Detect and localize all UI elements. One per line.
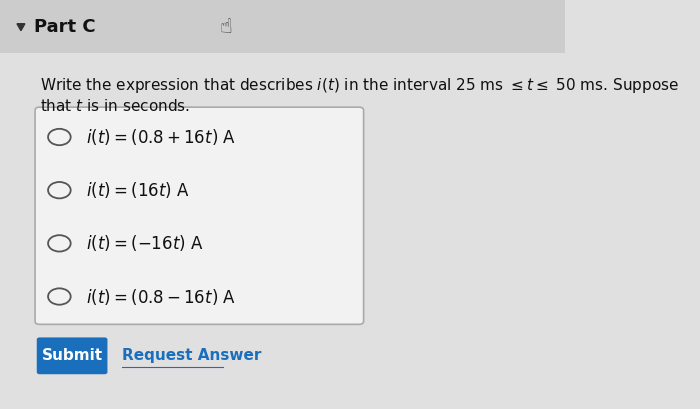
- Text: ☝: ☝: [220, 18, 232, 37]
- Polygon shape: [17, 24, 25, 31]
- Text: Request Answer: Request Answer: [122, 348, 261, 363]
- FancyBboxPatch shape: [37, 337, 107, 374]
- FancyBboxPatch shape: [35, 107, 363, 324]
- Text: Submit: Submit: [41, 348, 103, 363]
- Text: Part C: Part C: [34, 18, 96, 36]
- FancyBboxPatch shape: [0, 0, 566, 53]
- Text: $i(t) = (0.8 - 16t)$ A: $i(t) = (0.8 - 16t)$ A: [86, 287, 236, 306]
- Text: that $t$ is in seconds.: that $t$ is in seconds.: [40, 98, 190, 114]
- Text: $i(t) = (0.8 + 16t)$ A: $i(t) = (0.8 + 16t)$ A: [86, 127, 236, 147]
- Text: Write the expression that describes $i(t)$ in the interval 25 ms $\leq t \leq$ 5: Write the expression that describes $i(t…: [40, 76, 678, 94]
- Text: $i(t) = (16t)$ A: $i(t) = (16t)$ A: [86, 180, 190, 200]
- Text: $i(t) = (-16t)$ A: $i(t) = (-16t)$ A: [86, 234, 204, 253]
